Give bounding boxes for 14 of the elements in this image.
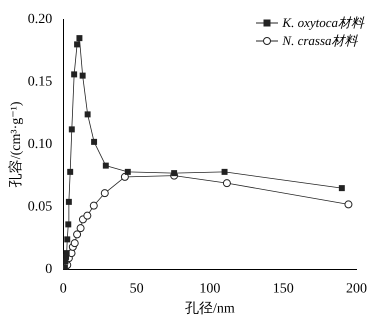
y-tick-label: 0.20: [28, 12, 52, 28]
x-axis-title: 孔径/nm: [185, 300, 235, 316]
x-tick-label: 150: [272, 281, 294, 296]
y-tick-label: 0.10: [28, 137, 52, 152]
legend-label: N. crassa材料: [282, 32, 358, 50]
x-tick-label: 100: [199, 281, 220, 296]
x-tick-label: 200: [346, 281, 367, 296]
legend-label: K. oxytoca材料: [282, 14, 364, 32]
x-tick-label: 50: [130, 281, 144, 296]
y-axis-title: 孔容/(cm³·g⁻¹): [8, 101, 24, 188]
y-tick-label: 0.05: [28, 200, 52, 215]
x-tick-label: 0: [60, 281, 67, 296]
y-tick-label: 0: [45, 262, 52, 278]
y-tick-label: 0.15: [28, 74, 52, 90]
